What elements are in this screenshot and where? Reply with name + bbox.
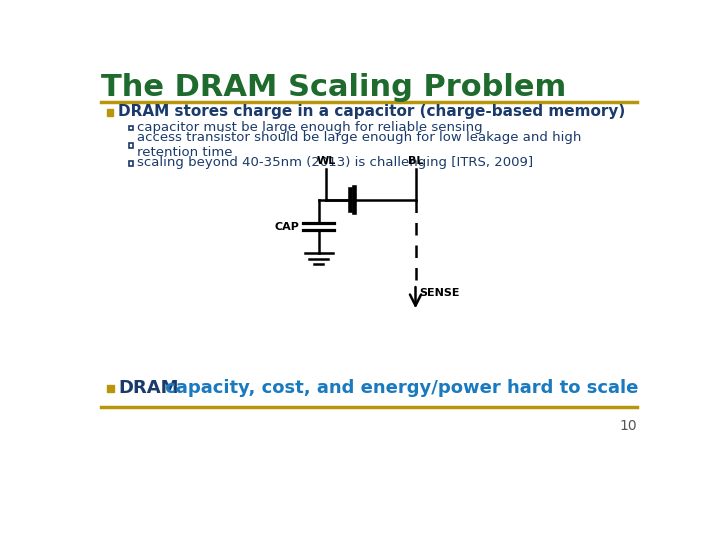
Text: capacity, cost, and energy/power hard to scale: capacity, cost, and energy/power hard to…	[159, 379, 639, 397]
Text: The DRAM Scaling Problem: The DRAM Scaling Problem	[101, 72, 566, 102]
Text: access transistor should be large enough for low leakage and high
retention time: access transistor should be large enough…	[138, 131, 582, 159]
Bar	[129, 126, 133, 130]
Bar	[129, 143, 133, 148]
Text: SENSE: SENSE	[419, 288, 460, 298]
Text: DRAM stores charge in a capacitor (charge-based memory): DRAM stores charge in a capacitor (charg…	[118, 104, 625, 119]
Bar	[129, 161, 133, 166]
Text: BL: BL	[408, 157, 423, 166]
Text: WL: WL	[317, 157, 336, 166]
Bar	[107, 384, 114, 391]
Text: capacitor must be large enough for reliable sensing: capacitor must be large enough for relia…	[138, 120, 483, 134]
Text: DRAM: DRAM	[119, 379, 179, 397]
Text: CAP: CAP	[274, 221, 300, 232]
Bar	[107, 110, 113, 116]
Text: 10: 10	[619, 419, 637, 433]
Text: scaling beyond 40-35nm (2013) is challenging [ITRS, 2009]: scaling beyond 40-35nm (2013) is challen…	[138, 156, 534, 169]
